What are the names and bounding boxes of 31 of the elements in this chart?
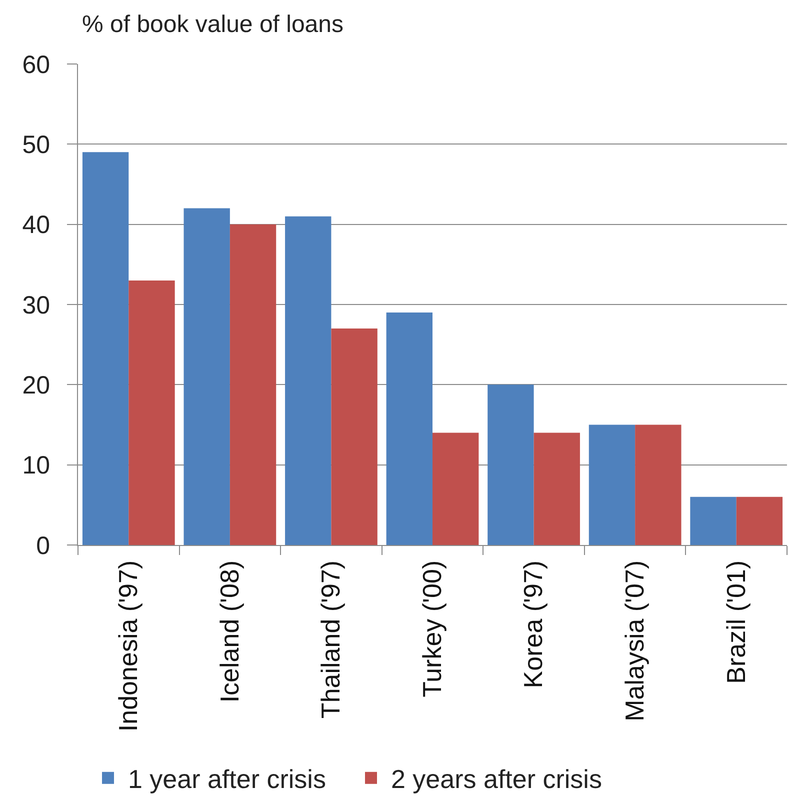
- y-tick-label: 10: [22, 452, 50, 480]
- bar: [534, 432, 580, 545]
- x-tick-label: Indonesia ('97): [113, 560, 144, 732]
- bar: [488, 384, 534, 545]
- bar: [690, 496, 736, 545]
- x-tick-label: Malaysia ('07): [620, 560, 650, 722]
- bar: [432, 432, 479, 545]
- bar: [588, 424, 636, 545]
- y-tick-label: 0: [36, 532, 50, 560]
- bar: [635, 424, 682, 545]
- y-tick-label: 50: [22, 130, 50, 159]
- y-axis-title: % of book value of loans: [82, 11, 344, 38]
- bar: [331, 328, 378, 545]
- x-tick-label: Brazil ('01): [720, 560, 751, 684]
- x-tick-label: Turkey ('00): [416, 560, 447, 698]
- x-tick-label: Thailand ('97): [316, 560, 346, 719]
- bar: [82, 152, 129, 545]
- bar: [128, 280, 175, 545]
- bar: [230, 224, 276, 545]
- legend-label: 1 year after crisis: [128, 764, 326, 794]
- x-tick-label: Iceland ('08): [214, 560, 244, 703]
- y-tick-label: 30: [22, 291, 50, 320]
- bar: [184, 208, 230, 545]
- bar: [736, 496, 783, 545]
- bar: [386, 312, 432, 545]
- legend-label: 2 years after crisis: [391, 764, 602, 794]
- y-tick-label: 40: [22, 211, 50, 240]
- y-tick-label: 20: [22, 371, 50, 400]
- y-tick-label: 60: [22, 50, 50, 79]
- bar: [285, 216, 332, 545]
- x-tick-label: Korea ('97): [518, 560, 548, 688]
